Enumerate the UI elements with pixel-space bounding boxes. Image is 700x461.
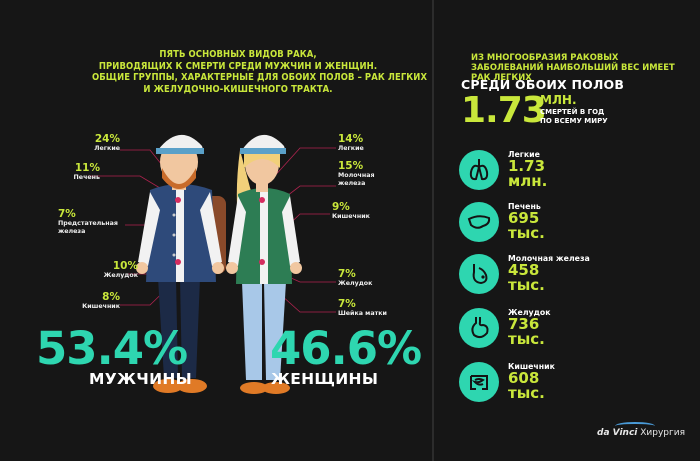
women-stat-intestine-pct: 9%	[332, 201, 350, 213]
headline: ПЯТЬ ОСНОВНЫХ ВИДОВ РАКА, ПРИВОДЯЩИХ К С…	[92, 49, 428, 95]
man-figure	[136, 134, 226, 393]
women-stat-stomach-label: Желудок	[338, 280, 373, 287]
total-unit: МЛН.	[540, 93, 577, 107]
women-stat-lungs-pct: 14%	[338, 133, 364, 145]
men-stat-liver-pct: 11%	[74, 162, 100, 174]
item-intestine-value: 608 тыс.	[508, 371, 545, 401]
item-stomach-value-unit: тыс.	[508, 330, 545, 348]
item-breast-name: Молочная железа	[508, 254, 590, 263]
people-illustration	[88, 134, 336, 394]
davinci-logo: da Vinci Хирургия	[597, 422, 686, 438]
women-percent: 46.6%	[270, 322, 422, 375]
headline-line-1: ПЯТЬ ОСНОВНЫХ ВИДОВ РАКА,	[159, 49, 317, 60]
women-stat-stomach-pct: 7%	[338, 268, 356, 280]
total-desc-line-1: СМЕРТЕЙ В ГОД	[540, 108, 605, 116]
panel-divider	[432, 0, 434, 461]
men-stat-intestine-pct: 8%	[102, 291, 120, 303]
men-stat-lungs-pct: 24%	[94, 133, 120, 145]
item-stomach-value-number: 736	[508, 315, 540, 333]
women-stat-breast-pct: 15%	[338, 160, 364, 172]
liver-icon	[459, 202, 499, 242]
headline-line-2: ПРИВОДЯЩИХ К СМЕРТИ СРЕДИ МУЖЧИН И ЖЕНЩИ…	[98, 60, 378, 72]
item-liver-value-number: 695	[508, 209, 540, 227]
men-stat-intestine-label: Кишечник	[82, 303, 120, 310]
women-stat-cervix: 7% Шейка матки	[338, 298, 398, 318]
total-number: 1.73	[461, 90, 547, 131]
men-stat-prostate-label: Предстательная железа	[58, 220, 118, 235]
headline-line-3: ОБЩИЕ ГРУППЫ, ХАРАКТЕРНЫЕ ДЛЯ ОБОИХ ПОЛО…	[92, 72, 428, 83]
woman-figure	[226, 134, 302, 394]
women-stat-breast-label: Молочная железа	[338, 172, 375, 187]
lungs-icon	[459, 150, 499, 190]
women-stat-intestine-label: Кишечник	[332, 213, 370, 220]
item-breast-value-unit: тыс.	[508, 276, 545, 294]
item-stomach-name: Желудок	[508, 308, 551, 317]
women-stat-breast: 15% Молочная железа	[338, 160, 398, 187]
item-breast-value: 458 тыс.	[508, 263, 545, 293]
men-stat-lungs-label: Легкие	[94, 145, 120, 152]
men-stat-stomach-pct: 10%	[112, 260, 138, 272]
women-stat-lungs: 14% Легкие	[338, 133, 398, 153]
logo-text: Хирургия	[640, 428, 686, 438]
both-sexes-title: СРЕДИ ОБОИХ ПОЛОВ	[461, 77, 625, 92]
men-percent: 53.4%	[36, 322, 188, 375]
total-desc-line-2: ПО ВСЕМУ МИРУ	[540, 116, 608, 125]
logo-brand: da Vinci	[597, 428, 638, 438]
item-lungs-value-number: 1.73	[508, 157, 546, 175]
men-stat-liver-label: Печень	[73, 174, 100, 181]
men-stat-prostate: 7% Предстательная железа	[58, 208, 126, 235]
men-stat-stomach-label: Желудок	[103, 272, 138, 279]
stomach-icon	[459, 308, 499, 348]
item-lungs-value-unit: млн.	[508, 172, 548, 190]
item-intestine-value-number: 608	[508, 369, 540, 387]
women-stat-lungs-label: Легкие	[338, 145, 364, 152]
item-liver-name: Печень	[508, 202, 541, 211]
total-description: СМЕРТЕЙ В ГОД ПО ВСЕМУ МИРУ	[540, 108, 640, 125]
women-stat-intestine: 9% Кишечник	[332, 201, 392, 221]
right-intro: ИЗ МНОГООБРАЗИЯ РАКОВЫХ ЗАБОЛЕВАНИЙ НАИБ…	[471, 52, 675, 82]
women-stat-cervix-pct: 7%	[338, 298, 356, 310]
item-intestine-name: Кишечник	[508, 362, 555, 371]
men-stat-intestine: 8% Кишечник	[60, 291, 120, 311]
women-label: ЖЕНЩИНЫ	[271, 370, 379, 388]
breast-icon	[459, 254, 499, 294]
item-intestine-value-unit: тыс.	[508, 384, 545, 402]
women-stat-stomach: 7% Желудок	[338, 268, 398, 288]
item-breast-value-number: 458	[508, 261, 540, 279]
headline-line-4: И ЖЕЛУДОЧНО-КИШЕЧНОГО ТРАКТА.	[143, 83, 333, 95]
item-liver-value-unit: тыс.	[508, 224, 545, 242]
item-lungs-name: Легкие	[508, 150, 540, 159]
item-lungs-value: 1.73 млн.	[508, 159, 547, 189]
item-stomach-value: 736 тыс.	[508, 317, 545, 347]
men-stat-stomach: 10% Желудок	[78, 260, 138, 280]
men-stat-prostate-pct: 7%	[58, 208, 76, 220]
men-label: МУЖЧИНЫ	[89, 370, 192, 388]
intestine-icon	[459, 362, 499, 402]
women-stat-cervix-label: Шейка матки	[338, 310, 387, 317]
men-stat-lungs: 24% Легкие	[60, 133, 120, 153]
logo-arc	[615, 422, 655, 430]
item-liver-value: 695 тыс.	[508, 211, 545, 241]
men-stat-liver: 11% Печень	[40, 162, 100, 182]
